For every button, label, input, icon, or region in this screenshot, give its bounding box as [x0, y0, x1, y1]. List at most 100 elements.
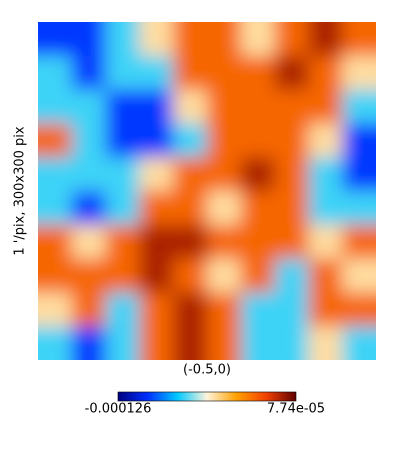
map-cell: [105, 191, 141, 226]
map-cell: [38, 123, 73, 159]
map-cell: [71, 89, 107, 125]
map-cell: [139, 292, 175, 328]
map-cell: [274, 157, 310, 192]
map-cell: [240, 123, 276, 159]
map-cell: [38, 224, 73, 260]
map-cell: [38, 89, 73, 125]
map-cell: [38, 258, 73, 294]
map-cell: [308, 123, 344, 159]
map-cell: [105, 292, 141, 328]
map-cell: [38, 22, 73, 57]
map-cell: [105, 326, 141, 360]
map-cell: [105, 157, 141, 192]
map-cell: [173, 292, 208, 328]
map-cell: [207, 123, 242, 159]
map-cell: [207, 292, 242, 328]
map-cell: [139, 123, 175, 159]
map-cell: [173, 224, 208, 260]
map-cell: [308, 258, 344, 294]
map-cell: [274, 123, 310, 159]
map-cell: [173, 326, 208, 360]
map-cell: [274, 22, 310, 57]
colorbar-tick-label: 7.74e-05: [267, 402, 325, 417]
map-cell: [240, 191, 276, 226]
map-cell: [207, 191, 242, 226]
map-cell: [308, 191, 344, 226]
map-cell: [38, 191, 73, 226]
map-cell: [308, 224, 344, 260]
map-cells: [38, 22, 376, 360]
map-cell: [342, 224, 376, 260]
map-cell: [207, 55, 242, 91]
map-cell: [240, 258, 276, 294]
map-cell: [105, 258, 141, 294]
map-cell: [139, 258, 175, 294]
colorbar: [117, 391, 297, 402]
map-cell: [71, 123, 107, 159]
map-cell: [207, 22, 242, 57]
x-label: (-0.5,0): [183, 363, 231, 378]
map-cell: [173, 22, 208, 57]
map-cell: [342, 191, 376, 226]
map-cell: [274, 292, 310, 328]
map-cell: [71, 292, 107, 328]
map-cell: [274, 224, 310, 260]
map-cell: [308, 55, 344, 91]
map-cell: [38, 55, 73, 91]
map-cell: [274, 326, 310, 360]
map-cell: [139, 224, 175, 260]
map-cell: [240, 22, 276, 57]
map-cell: [240, 157, 276, 192]
map-cell: [308, 292, 344, 328]
map-cell: [139, 157, 175, 192]
map-cell: [105, 224, 141, 260]
map-cell: [274, 191, 310, 226]
map-cell: [173, 123, 208, 159]
map-cell: [139, 89, 175, 125]
map-cell: [308, 157, 344, 192]
map-cell: [342, 22, 376, 57]
y-label: 1 '/pix, 300x300 pix: [13, 126, 28, 255]
map-cell: [342, 123, 376, 159]
map-cell: [240, 224, 276, 260]
map-cell: [342, 55, 376, 91]
map-cell: [71, 258, 107, 294]
map-cell: [342, 157, 376, 192]
map-cell: [71, 326, 107, 360]
map-cell: [308, 326, 344, 360]
map-cell: [139, 326, 175, 360]
map-cell: [105, 89, 141, 125]
map-cell: [207, 326, 242, 360]
map-cell: [173, 55, 208, 91]
map-cell: [240, 292, 276, 328]
map-cell: [342, 326, 376, 360]
map-cell: [71, 157, 107, 192]
map-cell: [105, 55, 141, 91]
map-cell: [173, 258, 208, 294]
map-cell: [207, 157, 242, 192]
map-cell: [173, 157, 208, 192]
map-cell: [240, 89, 276, 125]
map-cell: [240, 326, 276, 360]
map-cell: [240, 55, 276, 91]
map-cell: [105, 123, 141, 159]
map-cell: [207, 224, 242, 260]
map-cell: [139, 191, 175, 226]
map-cell: [274, 89, 310, 125]
map-cell: [342, 89, 376, 125]
map-cell: [38, 326, 73, 360]
map: [38, 22, 376, 360]
map-cell: [71, 224, 107, 260]
map-cell: [139, 22, 175, 57]
map-cell: [173, 89, 208, 125]
map-cell: [308, 22, 344, 57]
map-cell: [342, 292, 376, 328]
map-cell: [207, 258, 242, 294]
map-cell: [342, 258, 376, 294]
map-cell: [274, 258, 310, 294]
map-cell: [38, 157, 73, 192]
map-cell: [173, 191, 208, 226]
map-cell: [105, 22, 141, 57]
map-cell: [71, 55, 107, 91]
